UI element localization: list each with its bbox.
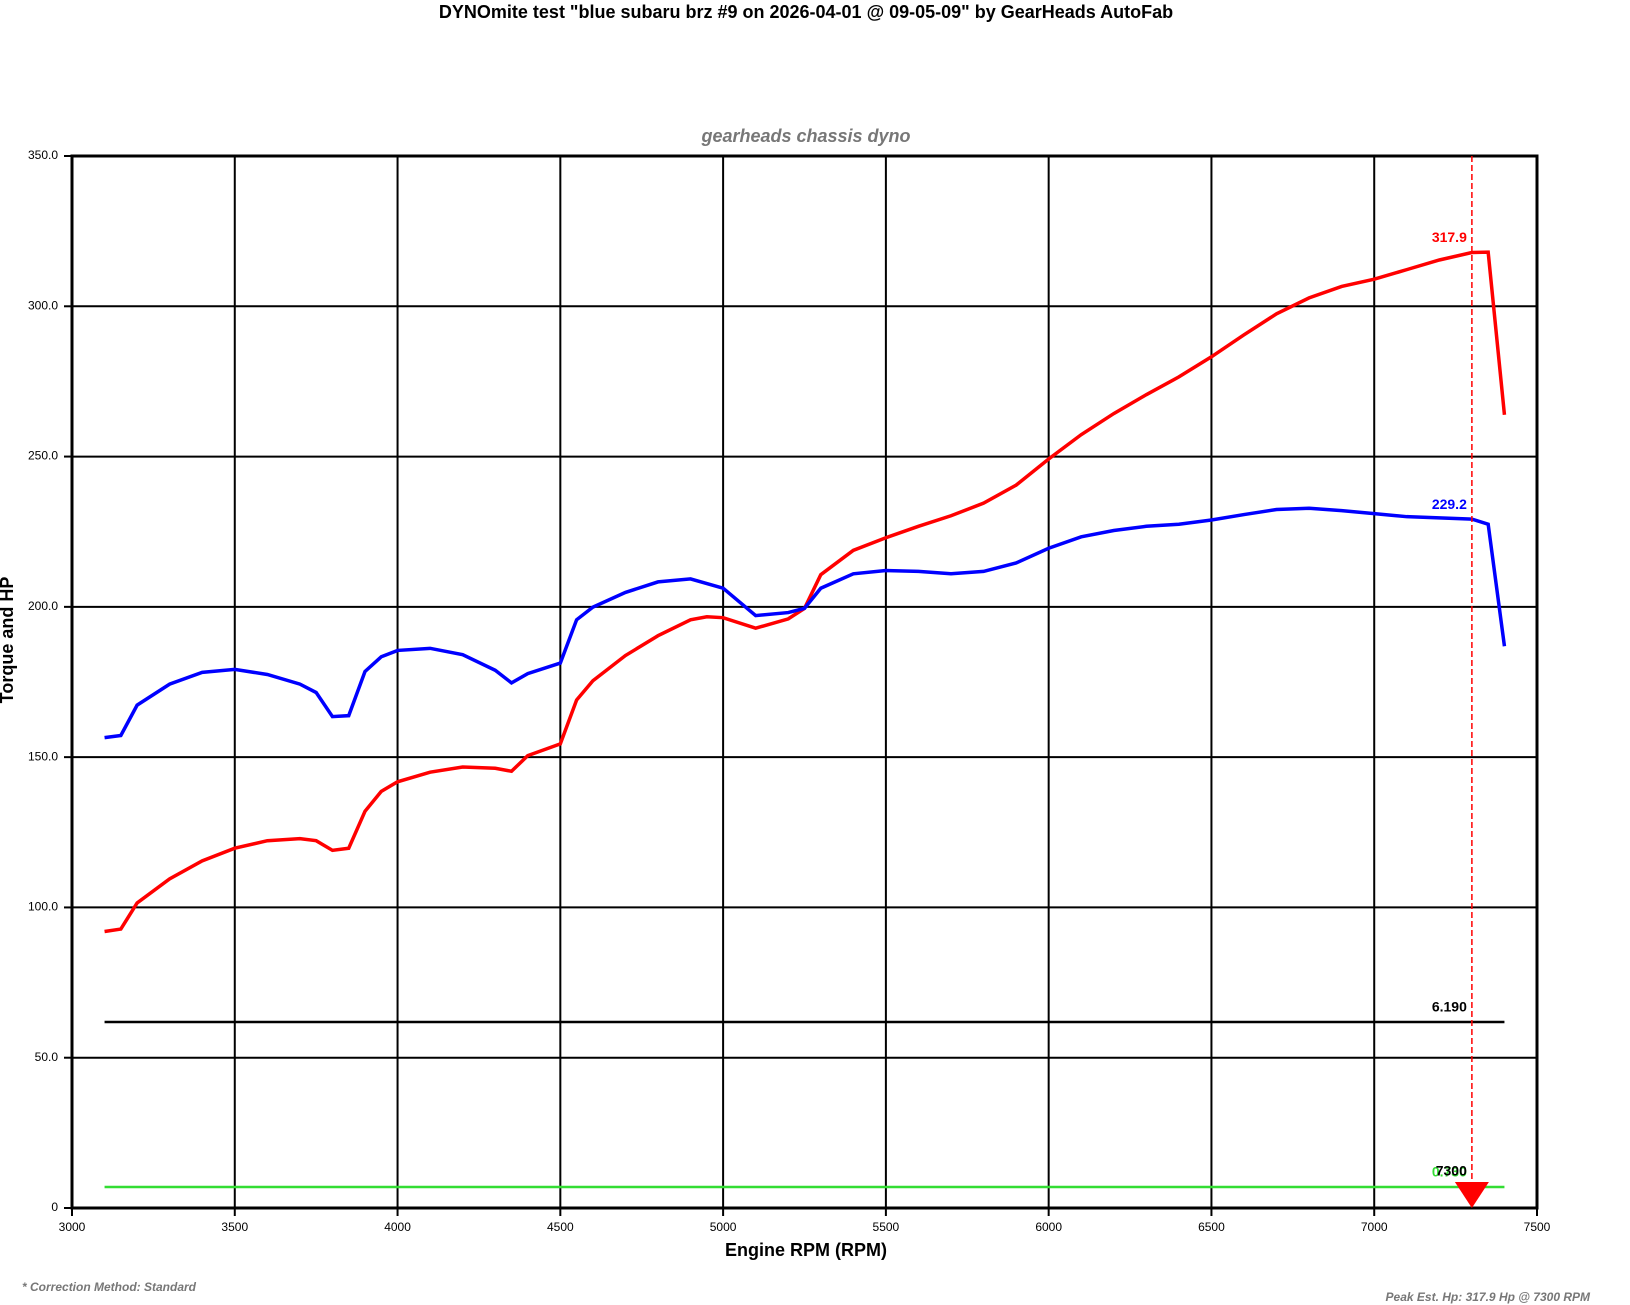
y-tick-label: 250.0 — [28, 449, 58, 463]
y-tick-label: 350.0 — [28, 148, 58, 162]
y-tick-label: 200.0 — [28, 599, 58, 613]
y-tick-label: 0 — [51, 1200, 58, 1214]
peak-note: Peak Est. Hp: 317.9 Hp @ 7300 RPM — [1386, 1290, 1591, 1304]
x-tick-label: 6500 — [1198, 1220, 1225, 1234]
y-axis-label: Torque and HP — [0, 577, 17, 704]
annotation: 6.190 — [1432, 999, 1467, 1015]
chart-title: DYNOmite test "blue subaru brz #9 on 202… — [439, 2, 1173, 22]
x-tick-label: 6000 — [1035, 1220, 1062, 1234]
annotation: 317.9 — [1432, 229, 1467, 245]
x-tick-label: 3500 — [221, 1220, 248, 1234]
x-axis-label: Engine RPM (RPM) — [725, 1240, 887, 1260]
footnote: * Correction Method: Standard — [22, 1280, 197, 1294]
x-tick-label: 7000 — [1361, 1220, 1388, 1234]
cursor-marker — [1454, 1182, 1489, 1208]
series-line — [104, 506, 1507, 740]
y-tick-label: 300.0 — [28, 298, 58, 312]
x-tick-label: 4500 — [547, 1220, 574, 1234]
x-tick-label: 3000 — [59, 1220, 86, 1234]
y-tick-label: 50.0 — [35, 1050, 59, 1064]
y-tick-label: 150.0 — [28, 749, 58, 763]
x-tick-label: 4000 — [384, 1220, 411, 1234]
y-tick-label: 100.0 — [28, 900, 58, 914]
annotation: 0.730 — [1432, 1164, 1467, 1180]
series-line — [104, 250, 1507, 934]
annotation: 229.2 — [1432, 496, 1467, 512]
cursor-label: 7300 — [1436, 1163, 1467, 1179]
x-tick-label: 7500 — [1524, 1220, 1551, 1234]
x-tick-label: 5500 — [873, 1220, 900, 1234]
x-tick-label: 5000 — [710, 1220, 737, 1234]
plot-border — [70, 154, 1539, 1210]
chart-subtitle: gearheads chassis dyno — [700, 126, 910, 146]
